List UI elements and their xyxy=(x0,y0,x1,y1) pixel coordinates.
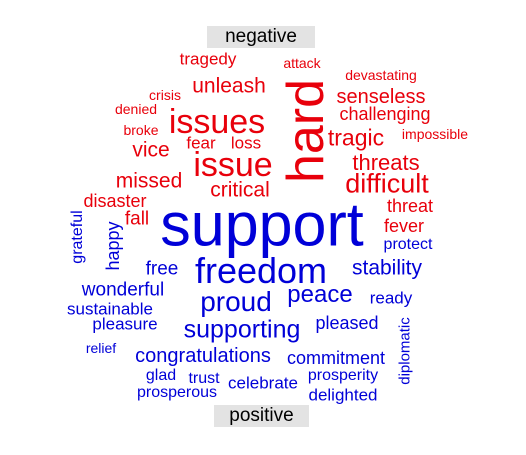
word-disaster: disaster xyxy=(83,191,147,211)
word-supporting: supporting xyxy=(183,315,301,344)
word-proud: proud xyxy=(200,286,272,317)
word-unleash: unleash xyxy=(192,74,266,98)
word-prosperous: prosperous xyxy=(136,384,218,401)
word-difficult: difficult xyxy=(345,168,429,199)
word-wonderful: wonderful xyxy=(81,279,165,301)
word-happy: happy xyxy=(103,221,123,271)
word-denied: denied xyxy=(114,101,158,117)
word-delighted: delighted xyxy=(308,385,378,405)
word-impossible: impossible xyxy=(401,126,469,142)
word-protect: protect xyxy=(383,236,433,253)
word-loss: loss xyxy=(230,133,262,153)
word-sustainable: sustainable xyxy=(66,299,154,319)
word-tragic: tragic xyxy=(327,124,385,151)
word-senseless: senseless xyxy=(336,86,426,108)
word-vice: vice xyxy=(132,138,170,162)
word-relief: relief xyxy=(85,340,117,356)
word-critical: critical xyxy=(210,178,270,202)
word-freedom: freedom xyxy=(194,250,328,291)
word-pleasure: pleasure xyxy=(92,314,158,334)
word-pleased: pleased xyxy=(315,313,379,333)
word-trust: trust xyxy=(188,370,220,387)
negative-group-label: negative xyxy=(207,26,315,48)
word-broke: broke xyxy=(123,122,159,138)
word-fever: fever xyxy=(383,216,425,236)
word-fear: fear xyxy=(186,133,216,153)
word-celebrate: celebrate xyxy=(228,373,298,393)
word-grateful: grateful xyxy=(69,210,86,264)
word-commitment: commitment xyxy=(286,348,386,368)
word-free: free xyxy=(145,258,179,280)
word-issue: issue xyxy=(193,146,273,184)
word-congratulations: congratulations xyxy=(135,345,271,367)
word-devastating: devastating xyxy=(345,67,417,83)
word-glad: glad xyxy=(145,367,177,384)
word-challenging: challenging xyxy=(339,104,431,124)
word-missed: missed xyxy=(115,169,183,193)
word-tragedy: tragedy xyxy=(179,49,237,69)
word-peace: peace xyxy=(287,281,353,308)
word-prosperity: prosperity xyxy=(307,367,379,384)
word-attack: attack xyxy=(283,55,321,71)
word-support: support xyxy=(160,190,364,259)
positive-group-label: positive xyxy=(214,405,309,427)
word-hard: hard xyxy=(277,78,335,184)
word-crisis: crisis xyxy=(149,87,181,103)
word-fall: fall xyxy=(124,208,150,230)
word-ready: ready xyxy=(369,288,413,308)
word-threats: threats xyxy=(352,150,420,175)
word-diplomatic: diplomatic xyxy=(396,317,414,385)
word-issues: issues xyxy=(168,103,266,141)
word-threat: threat xyxy=(386,196,434,216)
word-stability: stability xyxy=(351,256,423,280)
